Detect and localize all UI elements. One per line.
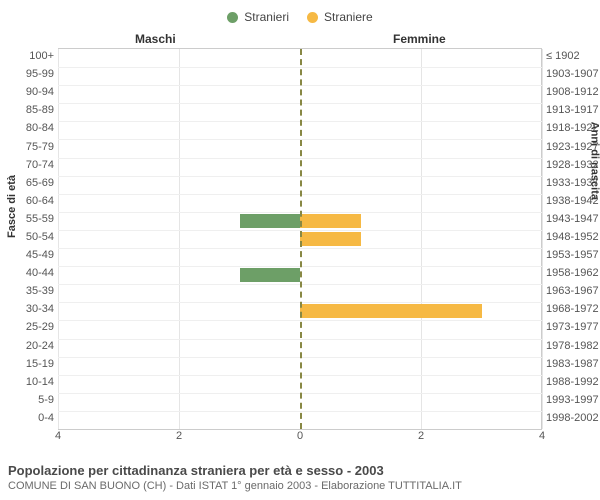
- column-header-female: Femmine: [393, 32, 446, 46]
- age-label: 0-4: [4, 412, 54, 424]
- birth-year-label: ≤ 1902: [546, 50, 600, 62]
- birth-year-label: 1953-1957: [546, 249, 600, 261]
- birth-year-label: 1938-1942: [546, 195, 600, 207]
- bar-female: [300, 304, 482, 318]
- birth-year-label: 1988-1992: [546, 376, 600, 388]
- birth-year-label: 1963-1967: [546, 285, 600, 297]
- age-label: 60-64: [4, 195, 54, 207]
- birth-year-label: 1983-1987: [546, 358, 600, 370]
- legend-label-male: Stranieri: [244, 10, 289, 24]
- column-header-male: Maschi: [135, 32, 176, 46]
- age-label: 30-34: [4, 303, 54, 315]
- age-label: 5-9: [4, 394, 54, 406]
- age-label: 50-54: [4, 231, 54, 243]
- gridline: [58, 49, 59, 429]
- age-label: 90-94: [4, 86, 54, 98]
- bar-female: [300, 214, 361, 228]
- age-label: 20-24: [4, 340, 54, 352]
- age-label: 85-89: [4, 104, 54, 116]
- gridline: [542, 49, 543, 429]
- x-tick-label: 4: [55, 430, 61, 442]
- birth-year-label: 1903-1907: [546, 68, 600, 80]
- birth-year-label: 1973-1977: [546, 321, 600, 333]
- chart-title: Popolazione per cittadinanza straniera p…: [8, 463, 592, 478]
- bar-female: [300, 232, 361, 246]
- age-label: 10-14: [4, 376, 54, 388]
- age-label: 100+: [4, 50, 54, 62]
- age-label: 95-99: [4, 68, 54, 80]
- birth-year-label: 1978-1982: [546, 340, 600, 352]
- chart-container: Stranieri Straniere Maschi Femmine Fasce…: [0, 0, 600, 500]
- gridline: [179, 49, 180, 429]
- birth-year-label: 1923-1927: [546, 141, 600, 153]
- x-tick-label: 2: [176, 430, 182, 442]
- birth-year-label: 1993-1997: [546, 394, 600, 406]
- birth-year-label: 1998-2002: [546, 412, 600, 424]
- legend-item-female: Straniere: [307, 10, 373, 24]
- x-tick-label: 2: [418, 430, 424, 442]
- age-label: 15-19: [4, 358, 54, 370]
- age-label: 75-79: [4, 141, 54, 153]
- birth-year-label: 1933-1937: [546, 177, 600, 189]
- center-line: [300, 49, 302, 429]
- chart-footer: Popolazione per cittadinanza straniera p…: [8, 463, 592, 492]
- birth-year-label: 1908-1912: [546, 86, 600, 98]
- age-label: 25-29: [4, 321, 54, 333]
- chart-subtitle: COMUNE DI SAN BUONO (CH) - Dati ISTAT 1°…: [8, 480, 592, 492]
- age-label: 70-74: [4, 159, 54, 171]
- plot-area: [58, 48, 542, 430]
- age-label: 55-59: [4, 213, 54, 225]
- x-tick-label: 4: [539, 430, 545, 442]
- age-label: 45-49: [4, 249, 54, 261]
- x-tick-label: 0: [297, 430, 303, 442]
- legend: Stranieri Straniere: [0, 0, 600, 28]
- legend-swatch-male: [227, 12, 238, 23]
- birth-year-label: 1943-1947: [546, 213, 600, 225]
- age-label: 35-39: [4, 285, 54, 297]
- bar-male: [240, 268, 301, 282]
- birth-year-label: 1968-1972: [546, 303, 600, 315]
- age-label: 80-84: [4, 122, 54, 134]
- gridline: [421, 49, 422, 429]
- birth-year-label: 1958-1962: [546, 267, 600, 279]
- birth-year-label: 1928-1932: [546, 159, 600, 171]
- legend-swatch-female: [307, 12, 318, 23]
- age-label: 65-69: [4, 177, 54, 189]
- legend-item-male: Stranieri: [227, 10, 289, 24]
- birth-year-label: 1913-1917: [546, 104, 600, 116]
- legend-label-female: Straniere: [324, 10, 373, 24]
- age-label: 40-44: [4, 267, 54, 279]
- birth-year-label: 1948-1952: [546, 231, 600, 243]
- bar-male: [240, 214, 301, 228]
- birth-year-label: 1918-1922: [546, 122, 600, 134]
